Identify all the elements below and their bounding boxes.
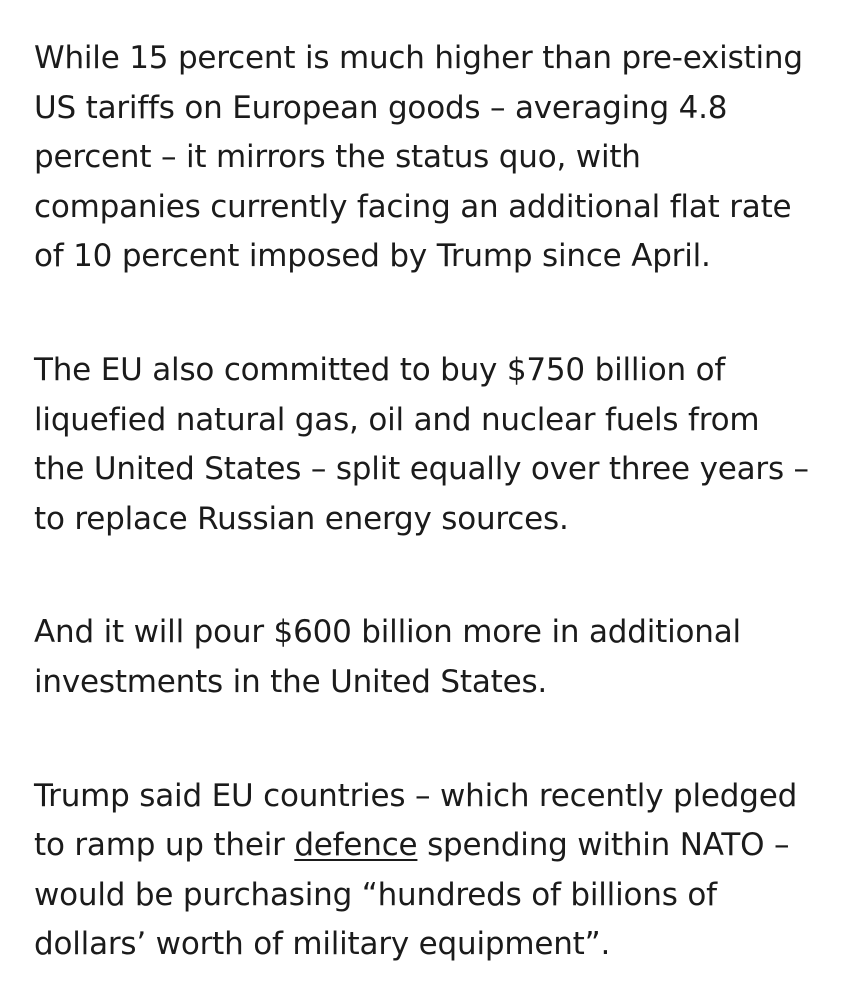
article-body: While 15 percent is much higher than pre… (34, 34, 824, 970)
text-line: companies currently facing an additional… (34, 188, 792, 225)
text-line: to replace Russian energy sources. (34, 500, 569, 537)
text-line: investments in the United States. (34, 663, 548, 700)
text-line: percent – it mirrors the status quo, wit… (34, 139, 641, 176)
paragraph-energy: The EU also committed to buy $750 billio… (34, 346, 824, 544)
text-segment: to ramp up their (34, 827, 295, 864)
paragraph-military: Trump said EU countries – which recently… (34, 772, 824, 970)
text-line: US tariffs on European goods – averaging… (34, 89, 728, 126)
text-line: While 15 percent is much higher than pre… (34, 40, 803, 76)
text-line: the United States – split equally over t… (34, 451, 809, 488)
text-line: would be purchasing “hundreds of billion… (34, 876, 717, 913)
text-segment: spending within NATO – (417, 827, 790, 864)
text-line-with-link: to ramp up their defence spending within… (34, 821, 824, 871)
defence-link[interactable]: defence (294, 827, 418, 864)
text-line: Trump said EU countries – which recently… (34, 777, 798, 814)
text-line: The EU also committed to buy $750 billio… (34, 351, 726, 388)
text-line: liquefied natural gas, oil and nuclear f… (34, 401, 760, 438)
text-line: And it will pour $600 billion more in ad… (34, 614, 741, 651)
paragraph-tariffs: While 15 percent is much higher than pre… (34, 34, 824, 282)
text-line: of 10 percent imposed by Trump since Apr… (34, 238, 711, 275)
text-line: dollars’ worth of military equipment”. (34, 926, 611, 963)
paragraph-investments: And it will pour $600 billion more in ad… (34, 608, 824, 707)
